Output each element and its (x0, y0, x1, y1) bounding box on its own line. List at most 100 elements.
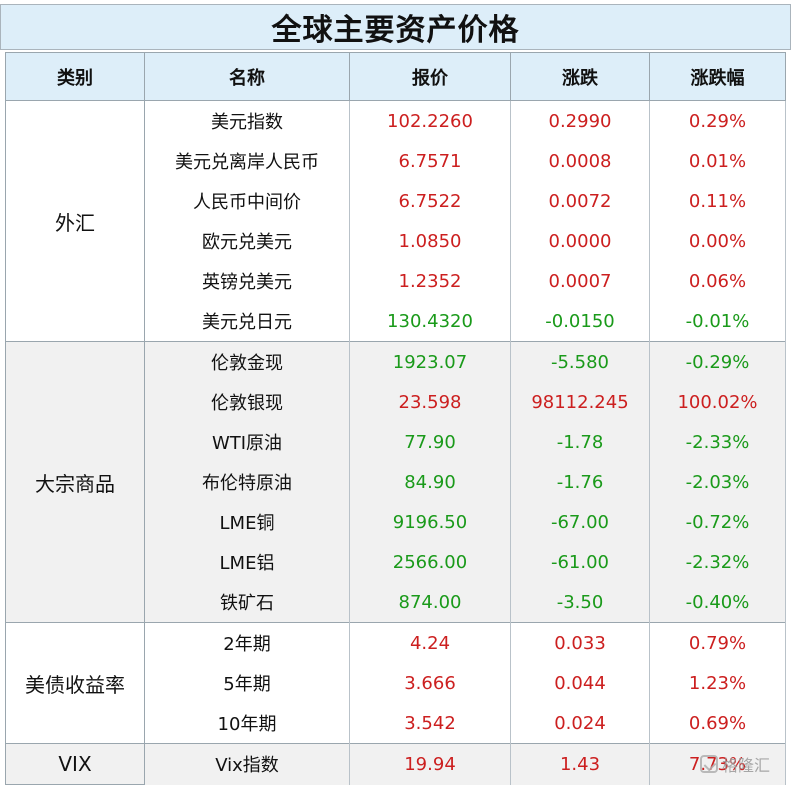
table-row: 美元兑离岸人民币 6.7571 0.0008 0.01% (6, 141, 786, 181)
header-price: 报价 (349, 52, 511, 101)
change-cell: -1.76 (510, 462, 650, 502)
pct-cell: 0.69% (649, 703, 786, 744)
change-cell: 0.0007 (510, 261, 650, 301)
table-row: 布伦特原油 84.90 -1.76 -2.03% (6, 462, 786, 502)
pct-cell: -0.72% (649, 502, 786, 542)
name-cell: 5年期 (144, 663, 350, 703)
change-cell: 98112.245 (510, 382, 650, 422)
price-cell: 1.0850 (349, 221, 511, 261)
pct-cell: 100.02% (649, 382, 786, 422)
watermark: 格隆汇 (700, 752, 770, 776)
pct-cell: 0.79% (649, 622, 786, 663)
change-cell: -67.00 (510, 502, 650, 542)
sheet-title: 全球主要资产价格 (0, 4, 791, 50)
watermark-text: 格隆汇 (722, 756, 771, 775)
price-cell: 23.598 (349, 382, 511, 422)
change-cell: 0.2990 (510, 100, 650, 141)
change-cell: -61.00 (510, 542, 650, 582)
table-row: LME铜 9196.50 -67.00 -0.72% (6, 502, 786, 542)
header-row: 类别 名称 报价 涨跌 涨跌幅 (5, 52, 786, 101)
price-cell: 4.24 (349, 622, 511, 663)
category-cell: 美债收益率 (5, 622, 145, 744)
name-cell: 美元指数 (144, 100, 350, 141)
name-cell: 伦敦银现 (144, 382, 350, 422)
table-body: 外汇 美元指数 102.2260 0.2990 0.29% 美元兑离岸人民币 6.7571 0… (5, 100, 786, 785)
change-cell: 0.0008 (510, 141, 650, 181)
table-row: 英镑兑美元 1.2352 0.0007 0.06% (6, 261, 786, 301)
table-row: WTI原油 77.90 -1.78 -2.33% (6, 422, 786, 462)
price-cell: 2566.00 (349, 542, 511, 582)
name-cell: Vix指数 (144, 743, 350, 785)
pct-cell: 0.29% (649, 100, 786, 141)
name-cell: WTI原油 (144, 422, 350, 462)
table-row: LME铝 2566.00 -61.00 -2.32% (6, 542, 786, 582)
price-cell: 3.542 (349, 703, 511, 744)
name-cell: LME铝 (144, 542, 350, 582)
price-cell: 77.90 (349, 422, 511, 462)
table-row: 欧元兑美元 1.0850 0.0000 0.00% (6, 221, 786, 261)
pct-cell: -0.01% (649, 301, 786, 342)
name-cell: 人民币中间价 (144, 181, 350, 221)
asset-price-table: 类别 名称 报价 涨跌 涨跌幅 外汇 美元指数 102.2260 0.2990 0.29… (5, 52, 786, 785)
price-cell: 1.2352 (349, 261, 511, 301)
price-cell: 9196.50 (349, 502, 511, 542)
name-cell: 欧元兑美元 (144, 221, 350, 261)
price-cell: 6.7571 (349, 141, 511, 181)
name-cell: 伦敦金现 (144, 341, 350, 382)
table-row: 美债收益率 2年期 4.24 0.033 0.79% (5, 622, 786, 744)
gelonghui-logo-icon (700, 755, 718, 773)
pct-cell: -0.40% (649, 582, 786, 623)
pct-cell: -2.33% (649, 422, 786, 462)
header-name: 名称 (144, 52, 350, 101)
table-row: 美元兑日元 130.4320 -0.0150 -0.01% (6, 301, 786, 342)
price-cell: 19.94 (349, 743, 511, 785)
table-row: 外汇 美元指数 102.2260 0.2990 0.29% (5, 100, 786, 342)
name-cell: 铁矿石 (144, 582, 350, 623)
name-cell: 英镑兑美元 (144, 261, 350, 301)
table-row: 5年期 3.666 0.044 1.23% (6, 663, 786, 703)
pct-cell: 1.23% (649, 663, 786, 703)
category-cell: VIX (5, 743, 145, 785)
table-row: 人民币中间价 6.7522 0.0072 0.11% (6, 181, 786, 221)
table-row: 大宗商品 伦敦金现 1923.07 -5.580 -0.29% (5, 341, 786, 623)
name-cell: LME铜 (144, 502, 350, 542)
change-cell: 0.024 (510, 703, 650, 744)
change-cell: 0.0000 (510, 221, 650, 261)
header-pct: 涨跌幅 (649, 52, 786, 101)
price-cell: 3.666 (349, 663, 511, 703)
price-cell: 874.00 (349, 582, 511, 623)
change-cell: -1.78 (510, 422, 650, 462)
pct-cell: 0.06% (649, 261, 786, 301)
table-row: 铁矿石 874.00 -3.50 -0.40% (6, 582, 786, 623)
change-cell: -3.50 (510, 582, 650, 623)
price-cell: 1923.07 (349, 341, 511, 382)
pct-cell: -2.03% (649, 462, 786, 502)
table-row: VIX Vix指数 19.94 1.43 7.73% (5, 743, 786, 785)
change-cell: 1.43 (510, 743, 650, 785)
change-cell: 0.0072 (510, 181, 650, 221)
header-change: 涨跌 (510, 52, 650, 101)
name-cell: 美元兑离岸人民币 (144, 141, 350, 181)
table-row: 10年期 3.542 0.024 0.69% (6, 703, 786, 744)
name-cell: 美元兑日元 (144, 301, 350, 342)
category-cell: 大宗商品 (5, 341, 145, 623)
change-cell: 0.044 (510, 663, 650, 703)
name-cell: 布伦特原油 (144, 462, 350, 502)
pct-cell: -0.29% (649, 341, 786, 382)
table-row: 伦敦银现 23.598 98112.245 100.02% (6, 382, 786, 422)
header-category: 类别 (5, 52, 145, 101)
price-cell: 84.90 (349, 462, 511, 502)
change-cell: -0.0150 (510, 301, 650, 342)
price-cell: 6.7522 (349, 181, 511, 221)
change-cell: 0.033 (510, 622, 650, 663)
pct-cell: -2.32% (649, 542, 786, 582)
pct-cell: 0.01% (649, 141, 786, 181)
change-cell: -5.580 (510, 341, 650, 382)
name-cell: 2年期 (144, 622, 350, 663)
price-cell: 102.2260 (349, 100, 511, 141)
pct-cell: 0.00% (649, 221, 786, 261)
name-cell: 10年期 (144, 703, 350, 744)
price-cell: 130.4320 (349, 301, 511, 342)
pct-cell: 0.11% (649, 181, 786, 221)
